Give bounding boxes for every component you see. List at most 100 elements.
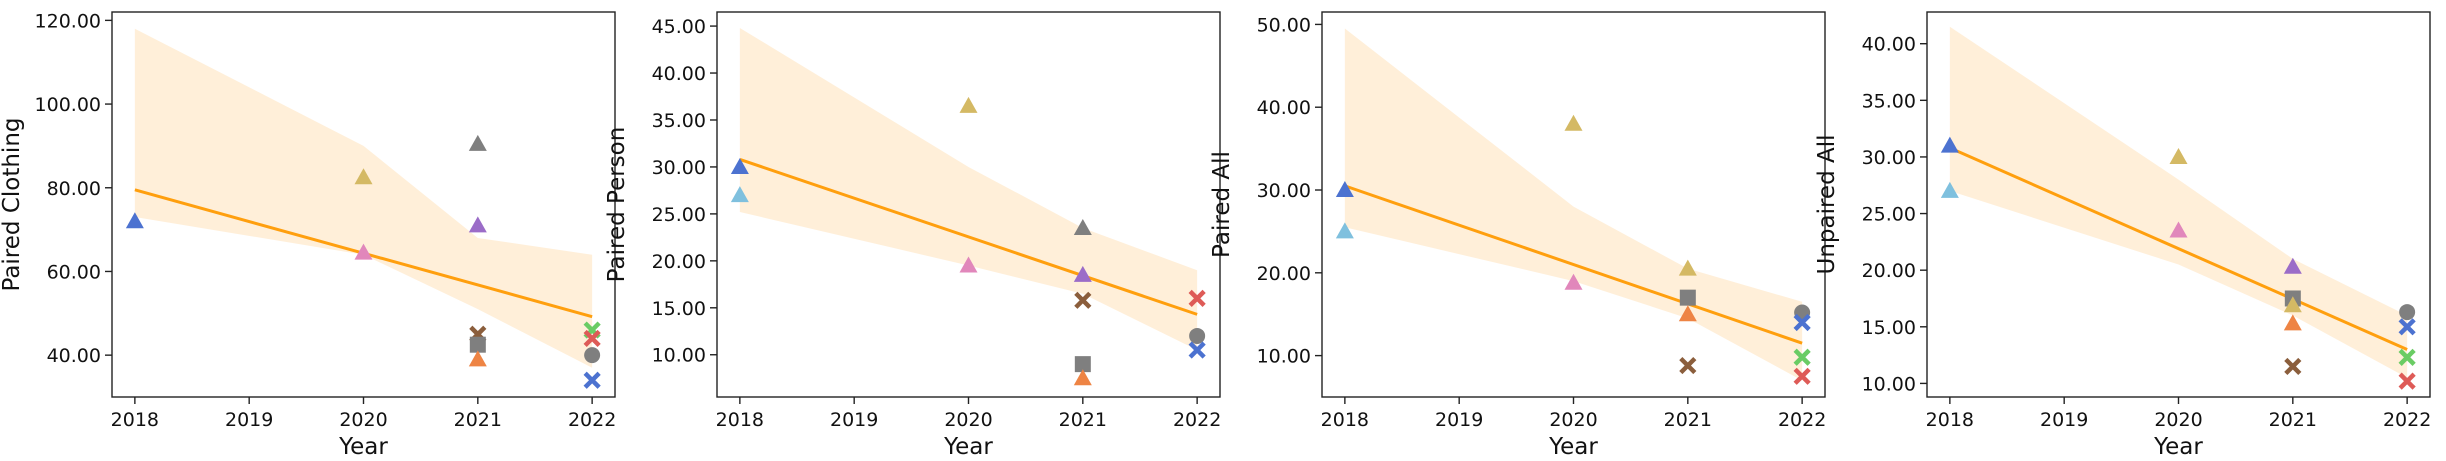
y-tick-label: 30.00 <box>1257 180 1311 202</box>
data-point-triangle <box>1678 305 1697 322</box>
y-tick-label: 20.00 <box>1862 260 1916 282</box>
y-tick-label: 30.00 <box>1862 147 1916 169</box>
data-point-triangle <box>1940 136 1959 153</box>
x-tick-label: 2021 <box>1664 409 1712 431</box>
data-point-x <box>1793 348 1811 366</box>
y-tick-label: 25.00 <box>652 204 706 226</box>
data-point-triangle <box>1940 181 1959 198</box>
x-tick-label: 2020 <box>944 409 992 431</box>
data-point-triangle <box>1335 222 1354 239</box>
data-point-triangle <box>2169 221 2188 238</box>
data-point-x <box>2284 357 2302 376</box>
x-tick-label: 2019 <box>225 409 273 431</box>
y-tick-label: 40.00 <box>47 345 101 367</box>
x-tick-label: 2022 <box>2383 409 2431 431</box>
x-tick-label: 2020 <box>339 409 387 431</box>
data-point-x <box>583 329 601 348</box>
data-point-x <box>1679 356 1697 375</box>
y-tick-label: 10.00 <box>1257 346 1311 368</box>
data-point-triangle <box>354 243 373 260</box>
y-tick-label: 45.00 <box>652 16 706 38</box>
x-tick-label: 2021 <box>454 409 502 431</box>
x-tick-label: 2020 <box>1549 409 1597 431</box>
y-tick-label: 35.00 <box>652 110 706 132</box>
y-tick-label: 60.00 <box>47 261 101 283</box>
data-point-x <box>1188 341 1206 359</box>
x-tick-label: 2018 <box>1321 409 1369 431</box>
data-point-triangle <box>2169 147 2188 164</box>
confidence-band <box>1949 26 2408 378</box>
data-point-x <box>2398 372 2416 390</box>
y-tick-label: 20.00 <box>652 251 706 273</box>
data-point-triangle <box>468 216 487 233</box>
y-tick-label: 15.00 <box>1862 317 1916 339</box>
data-point-triangle <box>354 168 373 185</box>
data-point-square <box>1074 356 1091 373</box>
confidence-band <box>134 28 593 368</box>
chart-panel-3: 2018 2019 2020 2021 2022 10.00 20.00 30.00 40.00… <box>1209 11 1826 460</box>
y-tick-label: 40.00 <box>1257 97 1311 119</box>
data-point-triangle <box>1073 265 1092 282</box>
x-tick-label: 2018 <box>111 409 159 431</box>
data-point-triangle <box>1678 259 1697 276</box>
data-point-triangle <box>468 134 487 151</box>
y-tick-label: 40.00 <box>1862 34 1916 56</box>
data-point-x <box>1793 367 1811 385</box>
x-axis-title: Year <box>1548 434 1598 460</box>
data-point-triangle <box>1073 218 1092 235</box>
chart-panel-4: 2018 2019 2020 2021 2022 10.00 15.00 20.00 25.00… <box>1814 11 2431 460</box>
data-point-triangle <box>1564 273 1583 290</box>
y-axis-title: Paired Person <box>604 127 630 283</box>
data-point-triangle <box>2283 296 2302 313</box>
x-tick-label: 2021 <box>1059 409 1107 431</box>
data-point-circle <box>1189 327 1206 344</box>
y-tick-label: 100.00 <box>35 94 101 116</box>
chart-panel-1: 2018 2019 2020 2021 2022 40.00 60.00 80.00 100.0… <box>0 10 616 460</box>
x-tick-label: 2019 <box>2040 409 2088 431</box>
y-tick-label: 10.00 <box>1862 373 1916 395</box>
y-tick-label: 35.00 <box>1862 90 1916 112</box>
data-point-square <box>469 336 486 353</box>
data-point-triangle <box>1335 181 1354 198</box>
data-point-triangle <box>959 96 978 113</box>
confidence-band <box>1344 28 1803 381</box>
x-tick-label: 2022 <box>1173 409 1221 431</box>
y-tick-label: 30.00 <box>652 157 706 179</box>
x-axis-title: Year <box>943 434 993 460</box>
x-tick-label: 2019 <box>830 409 878 431</box>
data-point-triangle <box>959 256 978 273</box>
y-tick-label: 80.00 <box>47 178 101 200</box>
x-tick-label: 2022 <box>568 409 616 431</box>
y-tick-label: 50.00 <box>1257 14 1311 36</box>
data-point-triangle <box>125 212 144 229</box>
x-tick-label: 2018 <box>1926 409 1974 431</box>
y-axis-title: Paired Clothing <box>0 117 25 291</box>
y-tick-label: 120.00 <box>35 10 101 32</box>
data-point-triangle <box>730 186 749 203</box>
y-tick-label: 10.00 <box>652 345 706 367</box>
chart-panel-2: 2018 2019 2020 2021 2022 10.00 15.00 20.00 25.00… <box>604 11 1221 460</box>
regression-line <box>1344 184 1803 345</box>
data-point-triangle <box>1073 369 1092 386</box>
y-axis-title: Unpaired All <box>1814 134 1840 274</box>
x-tick-label: 2018 <box>716 409 764 431</box>
data-point-triangle <box>2283 257 2302 274</box>
y-tick-label: 25.00 <box>1862 204 1916 226</box>
confidence-band <box>739 27 1198 351</box>
data-point-x <box>2398 348 2416 366</box>
y-tick-label: 20.00 <box>1257 263 1311 285</box>
data-point-triangle <box>1564 114 1583 131</box>
y-axis-title: Paired All <box>1209 151 1235 258</box>
x-tick-label: 2021 <box>2269 409 2317 431</box>
x-tick-label: 2020 <box>2154 409 2202 431</box>
x-axis-title: Year <box>2153 434 2203 460</box>
data-point-x <box>1188 289 1206 307</box>
data-point-x <box>583 371 601 389</box>
data-point-circle <box>2399 304 2416 321</box>
y-tick-label: 40.00 <box>652 63 706 85</box>
data-point-x <box>1074 291 1092 309</box>
regression-line <box>739 158 1198 316</box>
data-point-square <box>1679 289 1696 306</box>
data-point-x <box>2398 318 2416 336</box>
